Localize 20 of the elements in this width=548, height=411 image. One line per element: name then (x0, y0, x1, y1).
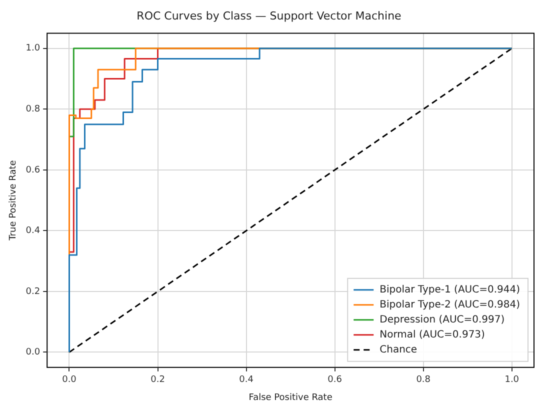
y-tick-label: 0.8 (26, 104, 40, 114)
legend-label: Bipolar Type-2 (AUC=0.984) (380, 299, 520, 310)
x-tick-label: 0.4 (239, 375, 254, 386)
legend-label: Bipolar Type-1 (AUC=0.944) (380, 284, 520, 296)
y-tick-label: 0.6 (26, 165, 40, 176)
x-tick-label: 1.0 (504, 375, 520, 386)
y-tick-label: 0.4 (26, 226, 40, 236)
legend-label: Normal (AUC=0.973) (380, 329, 486, 340)
y-tick-label: 1.0 (26, 44, 40, 54)
x-tick-label: 0.6 (328, 375, 342, 386)
y-tick-label: 0.2 (26, 286, 40, 297)
y-axis-title: True Positive Rate (8, 160, 19, 242)
x-tick-label: 0.8 (416, 375, 431, 386)
x-tick-label: 0.2 (150, 375, 165, 386)
legend-label: Chance (380, 344, 418, 356)
y-tick-label: 0.0 (26, 348, 40, 358)
x-axis-title: False Positive Rate (248, 392, 333, 403)
legend-label: Depression (AUC=0.997) (380, 314, 505, 326)
chart-title: ROC Curves by Class — Support Vector Machine (136, 9, 402, 22)
x-tick-label: 0.0 (62, 375, 77, 386)
